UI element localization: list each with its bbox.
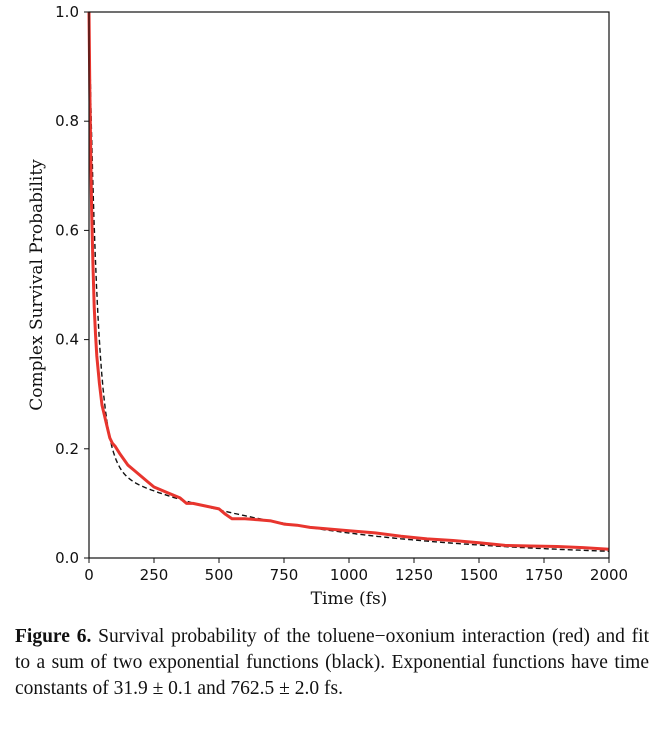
x-tick-label: 0 (84, 566, 94, 584)
x-axis-label: Time (fs) (311, 589, 388, 609)
survival-probability-line (87, 11, 610, 551)
x-tick-label: 250 (140, 566, 169, 584)
x-tick-label: 1750 (525, 566, 563, 584)
x-tick-label: 500 (205, 566, 234, 584)
y-axis-label: Complex Survival Probability (27, 159, 47, 411)
figure-caption: Figure 6. Survival probability of the to… (15, 624, 649, 702)
y-tick-label: 1.0 (55, 3, 79, 21)
x-tick-label: 1250 (395, 566, 433, 584)
y-tick-label: 0.6 (55, 221, 79, 239)
x-tick-label: 750 (270, 566, 299, 584)
figure-number: Figure 6. (15, 626, 92, 647)
axes-frame (88, 11, 610, 559)
y-tick-label: 0.0 (55, 549, 79, 567)
caption-text: Survival probability of the toluene−oxon… (15, 626, 649, 699)
x-tick-label: 2000 (590, 566, 628, 584)
survival-probability-plot: 0 250 500 750 1000 1250 1500 1750 2000 0.0 0.2 0.4 0… (27, 3, 628, 609)
x-tick-label: 1500 (460, 566, 498, 584)
y-tick-label: 0.8 (55, 112, 79, 130)
figure-chart: 0 250 500 750 1000 1250 1500 1750 2000 0.0 0.2 0.4 0… (27, 3, 628, 609)
y-tick-label: 0.2 (55, 440, 79, 458)
fit-curve-line (88, 11, 610, 552)
y-tick-label: 0.4 (55, 331, 79, 349)
x-tick-label: 1000 (330, 566, 368, 584)
